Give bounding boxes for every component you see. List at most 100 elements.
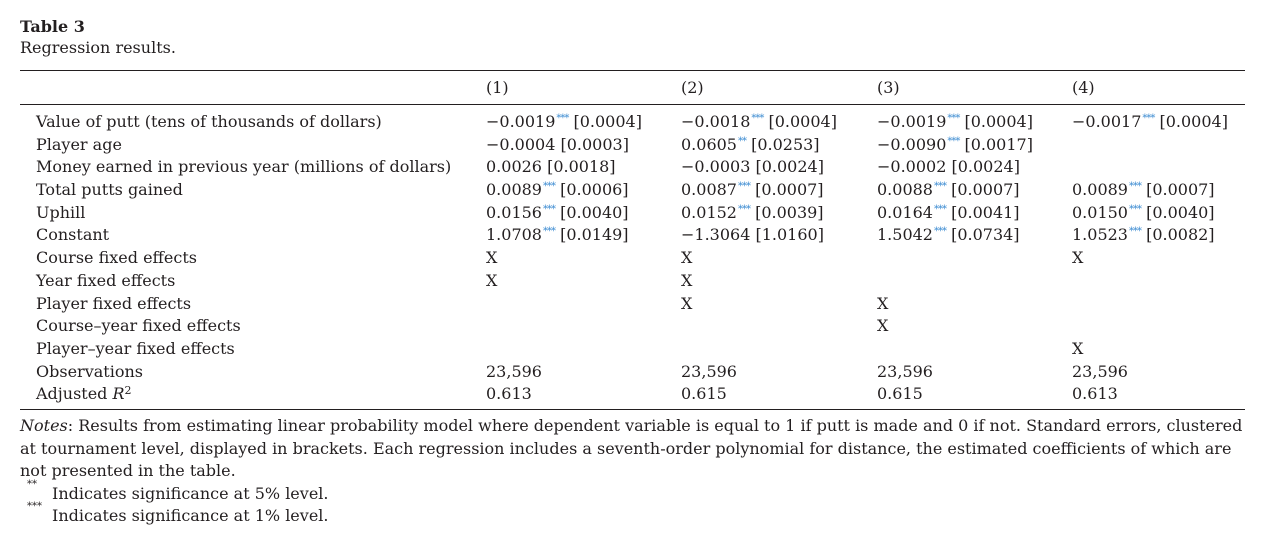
standard-error: [0.0004]	[768, 112, 837, 131]
table-cell: 0.615	[877, 384, 923, 404]
coefficient: 0.0026	[486, 157, 542, 177]
row-label: Player–year fixed effects	[36, 338, 235, 358]
column-header: (3)	[877, 78, 900, 97]
table-cell: 23,596	[877, 361, 933, 384]
coefficient: 0.0152	[681, 202, 737, 222]
table-cell: −0.0019*** [0.0004]	[486, 111, 642, 134]
notes-text: : Results from estimating linear probabi…	[20, 416, 1243, 480]
significance-stars: ***	[933, 203, 947, 215]
coefficient: X	[486, 248, 498, 268]
table-header-rule	[20, 104, 1245, 105]
row-label: Total putts gained	[36, 180, 183, 200]
coefficient: X	[877, 316, 889, 336]
column-header: (4)	[1072, 78, 1095, 97]
coefficient: X	[1072, 248, 1084, 268]
significance-stars: ***	[1128, 226, 1142, 238]
coefficient: X	[877, 293, 889, 313]
column-header: (1)	[486, 78, 509, 97]
standard-error: [0.0004]	[1159, 112, 1228, 131]
table-cell: −0.0002 [0.0024]	[877, 156, 1020, 179]
table-cell: X	[681, 270, 692, 293]
footnote-1pct: *** Indicates significance at 1% level.	[20, 502, 1245, 528]
significance-stars: ***	[933, 226, 947, 238]
standard-error: [0.0040]	[1146, 202, 1215, 222]
r2-sup: 2	[124, 384, 132, 398]
table-row: Course–year fixed effects X	[20, 315, 1245, 338]
table-row: Player age −0.0004 [0.0003] 0.0605** [0.02…	[20, 134, 1245, 157]
significance-stars: **	[737, 135, 747, 147]
table-cell: 1.0523*** [0.0082]	[1072, 224, 1215, 247]
coefficient: −0.0017	[1072, 112, 1142, 131]
r2-prefix: Adjusted	[36, 384, 113, 404]
table-bottom-rule	[20, 409, 1245, 410]
coefficient: −0.0090	[877, 134, 947, 154]
table-caption: Regression results.	[20, 38, 176, 57]
coefficient: X	[681, 248, 693, 268]
coefficient: 23,596	[681, 361, 737, 381]
coefficient: −0.0004	[486, 134, 556, 154]
row-label: Adjusted R2	[36, 383, 132, 406]
table-row: Player fixed effects X X	[20, 293, 1245, 316]
table-row: Uphill 0.0156*** [0.0040] 0.0152*** [0.003…	[20, 202, 1245, 225]
standard-error: [0.0024]	[951, 157, 1020, 177]
coefficient: 1.5042	[877, 225, 933, 245]
coefficient: −1.3064	[681, 225, 751, 245]
table-cell: −1.3064 [1.0160]	[681, 224, 824, 247]
table-cell: −0.0019*** [0.0004]	[877, 111, 1033, 134]
row-label: Constant	[36, 225, 110, 245]
significance-stars: ***	[947, 135, 960, 147]
table-row: Constant 1.0708*** [0.0149] −1.3064 [1.016…	[20, 224, 1245, 247]
table-row: Course fixed effects X X X	[20, 247, 1245, 270]
table-cell: 0.0156*** [0.0040]	[486, 202, 629, 225]
standard-error: [0.0007]	[951, 180, 1020, 200]
row-label: Money earned in previous year (millions …	[36, 157, 452, 177]
table-cell: −0.0004 [0.0003]	[486, 134, 629, 157]
table-cell: 23,596	[681, 361, 737, 384]
significance-stars: ***	[542, 181, 556, 193]
standard-error: [0.0253]	[751, 134, 820, 154]
significance-stars: ***	[1128, 203, 1142, 215]
coefficient: −0.0003	[681, 157, 751, 177]
coefficient: 0.0087	[681, 180, 737, 200]
standard-error: [0.0040]	[560, 202, 629, 222]
coefficient: X	[486, 270, 498, 290]
table-cell: 0.613	[1072, 384, 1118, 404]
table-cell: X	[486, 247, 497, 270]
significance-stars: ***	[737, 203, 751, 215]
table-cell: 1.0708*** [0.0149]	[486, 224, 629, 247]
standard-error: [0.0041]	[951, 202, 1020, 222]
r2-var: R	[112, 384, 125, 404]
coefficient: 0.0088	[877, 180, 933, 200]
table-cell: X	[1072, 338, 1083, 361]
footnote-text: Indicates significance at 5% level.	[52, 483, 329, 503]
table-cell: −0.0090*** [0.0017]	[877, 134, 1033, 157]
significance-stars: ***	[947, 113, 960, 124]
coefficient: 0.0605	[681, 134, 737, 154]
standard-error: [0.0082]	[1146, 225, 1215, 245]
table-cell: X	[877, 315, 888, 338]
table-cell: −0.0018*** [0.0004]	[681, 111, 837, 134]
table-row: Total putts gained 0.0089*** [0.0006] 0.00…	[20, 179, 1245, 202]
row-label: Player fixed effects	[36, 293, 192, 313]
footnote-marker: **	[27, 478, 37, 490]
table-cell: 0.0089*** [0.0007]	[1072, 179, 1215, 202]
row-label: Value of putt (tens of thousands of doll…	[36, 112, 382, 131]
footnote-text: Indicates significance at 1% level.	[52, 506, 329, 525]
table-label: Table 3	[20, 17, 85, 36]
table-cell: 0.0088*** [0.0007]	[877, 179, 1020, 202]
table-cell: X	[877, 293, 888, 316]
table-cell: 0.0152*** [0.0039]	[681, 202, 824, 225]
coefficient: X	[681, 270, 693, 290]
table-cell: 0.0605** [0.0253]	[681, 134, 820, 157]
table-row: Year fixed effects X X	[20, 270, 1245, 293]
coefficient: 23,596	[877, 361, 933, 381]
table-top-rule	[20, 70, 1245, 71]
coefficient: 23,596	[486, 361, 542, 381]
table-body: Value of putt (tens of thousands of doll…	[20, 105, 1245, 409]
coefficient: −0.0019	[877, 112, 947, 131]
standard-error: [1.0160]	[755, 225, 824, 245]
row-label: Uphill	[36, 202, 86, 222]
standard-error: [0.0734]	[951, 225, 1020, 245]
coefficient: 0.0089	[1072, 180, 1128, 200]
coefficient: 23,596	[1072, 361, 1128, 381]
